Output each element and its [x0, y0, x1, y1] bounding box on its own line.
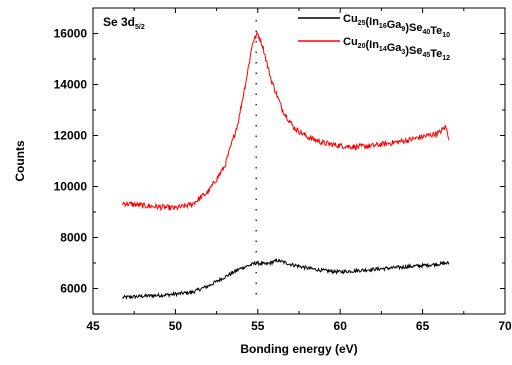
ticks-layer: 45 50 55 60 65 70 6000 8000 10000 12000 14000 16000: [54, 8, 512, 333]
y-tick-label: 12000: [54, 129, 88, 143]
peak-annotation: Se 3d5/2: [103, 15, 145, 31]
y-axis-title: Counts: [13, 140, 27, 182]
y-tick-label: 10000: [54, 180, 88, 194]
series-layer: [122, 30, 450, 301]
y-tick-label: 8000: [60, 231, 87, 245]
x-tick-label: 70: [498, 319, 512, 333]
x-tick-label: 65: [416, 319, 430, 333]
series-line-2: [122, 30, 450, 212]
x-tick-label: 60: [334, 319, 348, 333]
y-tick-label: 6000: [60, 282, 87, 296]
legend: Cu25(In16Ga9)Se40Te10Cu20(In14Ga3)Se45Te…: [298, 13, 450, 62]
x-axis-title: Bonding energy (eV): [240, 342, 357, 356]
y-tick-label: 14000: [54, 78, 88, 92]
annotation-subscript: 5/2: [135, 24, 145, 31]
annotation-text: Se 3d: [103, 15, 135, 29]
x-tick-label: 50: [169, 319, 183, 333]
x-tick-label: 55: [251, 319, 265, 333]
x-tick-label: 45: [86, 319, 100, 333]
series-line-1: [122, 257, 450, 301]
legend-label-1: Cu25(In16Ga9)Se40Te10: [343, 13, 450, 39]
legend-label-2: Cu20(In14Ga3)Se45Te12: [343, 36, 450, 62]
y-tick-label: 16000: [54, 27, 88, 41]
